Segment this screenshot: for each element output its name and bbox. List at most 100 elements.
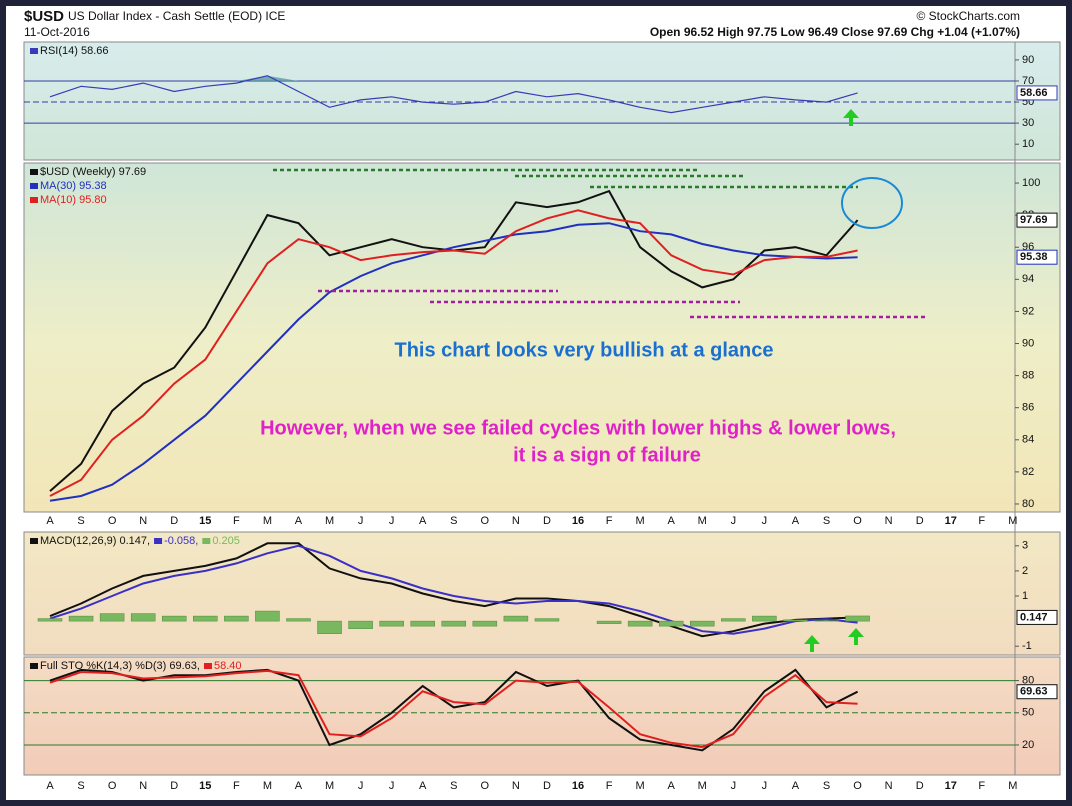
x-tick-label: N: [885, 515, 893, 527]
x-tick-label: D: [170, 515, 178, 527]
y-tick-label: 86: [1022, 402, 1034, 414]
x-tick-label: A: [46, 780, 54, 792]
histogram-bar: [690, 620, 715, 627]
x-tick-label: N: [139, 780, 147, 792]
x-tick-label: N: [885, 780, 893, 792]
x-tick-label: F: [978, 515, 985, 527]
x-tick-label: O: [853, 780, 862, 792]
series-line: [49, 75, 858, 114]
value-tag-label: 69.63: [1020, 686, 1048, 698]
value-tag: [1016, 249, 1058, 265]
x-tick-label: F: [606, 515, 613, 527]
y-tick-label: 94: [1022, 273, 1034, 285]
x-tick-label: O: [481, 515, 490, 527]
series-line: [49, 668, 859, 752]
x-tick-label: S: [823, 515, 830, 527]
x-tick-label: D: [543, 515, 551, 527]
y-tick-label: 80: [1022, 675, 1034, 687]
histogram-bar: [130, 613, 156, 622]
x-tick-label: 15: [199, 780, 211, 792]
x-tick-label: A: [668, 780, 676, 792]
legend-entry: -0.058,: [164, 535, 198, 547]
x-tick-label: J: [389, 780, 395, 792]
histogram-bar: [379, 620, 404, 627]
value-tag-label: 97.69: [1020, 214, 1048, 226]
x-tick-label: 16: [572, 780, 584, 792]
y-tick-label: 20: [1022, 739, 1034, 751]
x-tick-label: J: [358, 515, 364, 527]
histogram-bar: [286, 618, 311, 622]
histogram-bar: [534, 618, 560, 622]
x-tick-label: D: [916, 515, 924, 527]
value-tag-label: 58.66: [1020, 87, 1048, 99]
legend-entry: 58.40: [214, 660, 242, 672]
histogram-bar: [224, 615, 249, 622]
x-tick-label: M: [1008, 515, 1017, 527]
support-resistance-lines: [273, 168, 928, 319]
x-tick-label: M: [636, 515, 645, 527]
symbol: $USD: [24, 8, 64, 25]
x-tick-label: O: [853, 515, 862, 527]
y-tick-label: -1: [1022, 640, 1032, 652]
histogram-bar: [441, 620, 467, 627]
legend-swatch: [30, 538, 38, 544]
x-tick-label: S: [450, 780, 457, 792]
series-line: [49, 209, 858, 497]
legend-entry: MA(10) 95.80: [40, 194, 107, 206]
series-line: [49, 669, 858, 749]
legend-swatch: [202, 538, 211, 544]
legend-swatch: [30, 183, 38, 189]
x-tick-label: A: [419, 780, 427, 792]
y-tick-label: 90: [1022, 54, 1034, 66]
x-tick-label: M: [263, 515, 272, 527]
sto-panel: [23, 656, 1061, 776]
histogram-bar: [472, 620, 498, 627]
x-tick-label: A: [295, 780, 303, 792]
x-tick-label: 17: [945, 780, 957, 792]
arrows: [804, 109, 864, 652]
histogram-bar: [658, 620, 684, 627]
histogram-bar: [99, 613, 125, 622]
histogram-bar: [752, 615, 777, 622]
value-tag: [1016, 85, 1058, 101]
x-tick-label: A: [419, 515, 427, 527]
x-tick-label: J: [731, 780, 737, 792]
histogram-bar: [317, 620, 342, 634]
x-tick-label: S: [77, 515, 84, 527]
y-tick-label: 82: [1022, 466, 1034, 478]
value-tag-label: 95.38: [1020, 251, 1048, 263]
legend-swatch: [30, 197, 38, 203]
x-tick-label: A: [295, 515, 303, 527]
y-tick-label: 90: [1022, 337, 1034, 349]
y-tick-label: 84: [1022, 434, 1034, 446]
x-tick-label: S: [450, 515, 457, 527]
x-tick-label: M: [698, 515, 707, 527]
x-tick-label: 16: [572, 515, 584, 527]
legend-swatch: [154, 538, 163, 544]
y-tick-label: 88: [1022, 370, 1034, 382]
x-tick-label: J: [731, 515, 737, 527]
x-tick-label: M: [636, 780, 645, 792]
annotation: This chart looks very bullish at a glanc…: [394, 339, 773, 361]
y-tick-label: 92: [1022, 305, 1034, 317]
source: © StockCharts.com: [916, 9, 1020, 23]
x-tick-label: J: [762, 515, 768, 527]
histogram-bar: [193, 615, 218, 622]
x-tick-label: J: [389, 515, 395, 527]
legend-entry: MACD(12,26,9) 0.147,: [40, 535, 150, 547]
x-tick-label: 15: [199, 515, 211, 527]
histogram-bar: [68, 615, 94, 622]
legend-entry: $USD (Weekly) 97.69: [40, 166, 146, 178]
legend-entry: RSI(14) 58.66: [40, 45, 108, 57]
y-tick-label: 100: [1022, 177, 1040, 189]
x-tick-label: O: [481, 780, 490, 792]
x-tick-label: F: [606, 780, 613, 792]
value-tag: [1016, 684, 1058, 700]
y-tick-label: 70: [1022, 75, 1034, 87]
x-tick-label: F: [233, 515, 240, 527]
x-tick-label: A: [792, 515, 800, 527]
x-tick-label: J: [762, 780, 768, 792]
x-tick-label: D: [916, 780, 924, 792]
y-tick-label: 50: [1022, 707, 1034, 719]
